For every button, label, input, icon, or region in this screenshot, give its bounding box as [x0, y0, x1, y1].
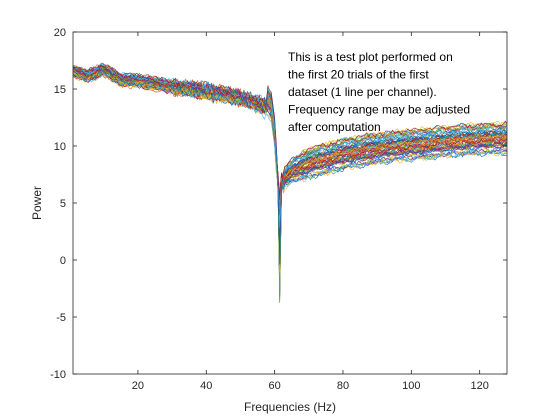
channel-line	[72, 70, 508, 265]
annotation-line: This is a test plot performed on	[288, 50, 453, 64]
channel-line	[72, 67, 508, 277]
y-tick-label: 10	[54, 141, 66, 153]
channel-line	[73, 65, 508, 196]
y-tick-label: 5	[60, 198, 66, 210]
channel-line	[72, 65, 508, 259]
y-tick-label: 0	[60, 255, 66, 267]
y-tick-label: -10	[50, 369, 66, 381]
x-axis-label: Frequencies (Hz)	[244, 400, 336, 414]
plot-area: 20 40 60 80 100 120 -10 -5 0 5 10 15 20	[50, 27, 508, 392]
y-tick-label: 20	[54, 27, 66, 39]
channel-line	[72, 64, 508, 303]
channel-line	[72, 73, 507, 277]
annotation-line: Frequency range may be adjusted	[288, 103, 470, 117]
channel-line	[72, 64, 508, 228]
x-tick-label: 80	[337, 380, 349, 392]
channel-line	[72, 64, 508, 281]
annotation-line: the first 20 trials of the first	[288, 68, 429, 82]
channel-line	[72, 72, 508, 273]
annotation-text: This is a test plot performed on the firs…	[288, 50, 470, 134]
channel-line	[72, 69, 508, 241]
x-tick-label: 40	[200, 380, 212, 392]
x-tick-label: 60	[268, 380, 280, 392]
tick-labels: 20 40 60 80 100 120 -10 -5 0 5 10 15 20	[50, 27, 489, 392]
annotation-line: after computation	[288, 120, 381, 134]
x-tick-label: 20	[132, 380, 144, 392]
channel-lines	[72, 62, 508, 303]
y-axis-label: Power	[30, 186, 44, 220]
y-tick-label: 15	[54, 84, 66, 96]
y-tick-label: -5	[56, 312, 66, 324]
annotation-line: dataset (1 line per channel).	[288, 85, 437, 99]
channel-line	[72, 66, 508, 227]
axis-ticks	[73, 31, 507, 375]
channel-line	[72, 67, 508, 246]
x-tick-label: 120	[470, 380, 488, 392]
x-tick-label: 100	[402, 380, 420, 392]
